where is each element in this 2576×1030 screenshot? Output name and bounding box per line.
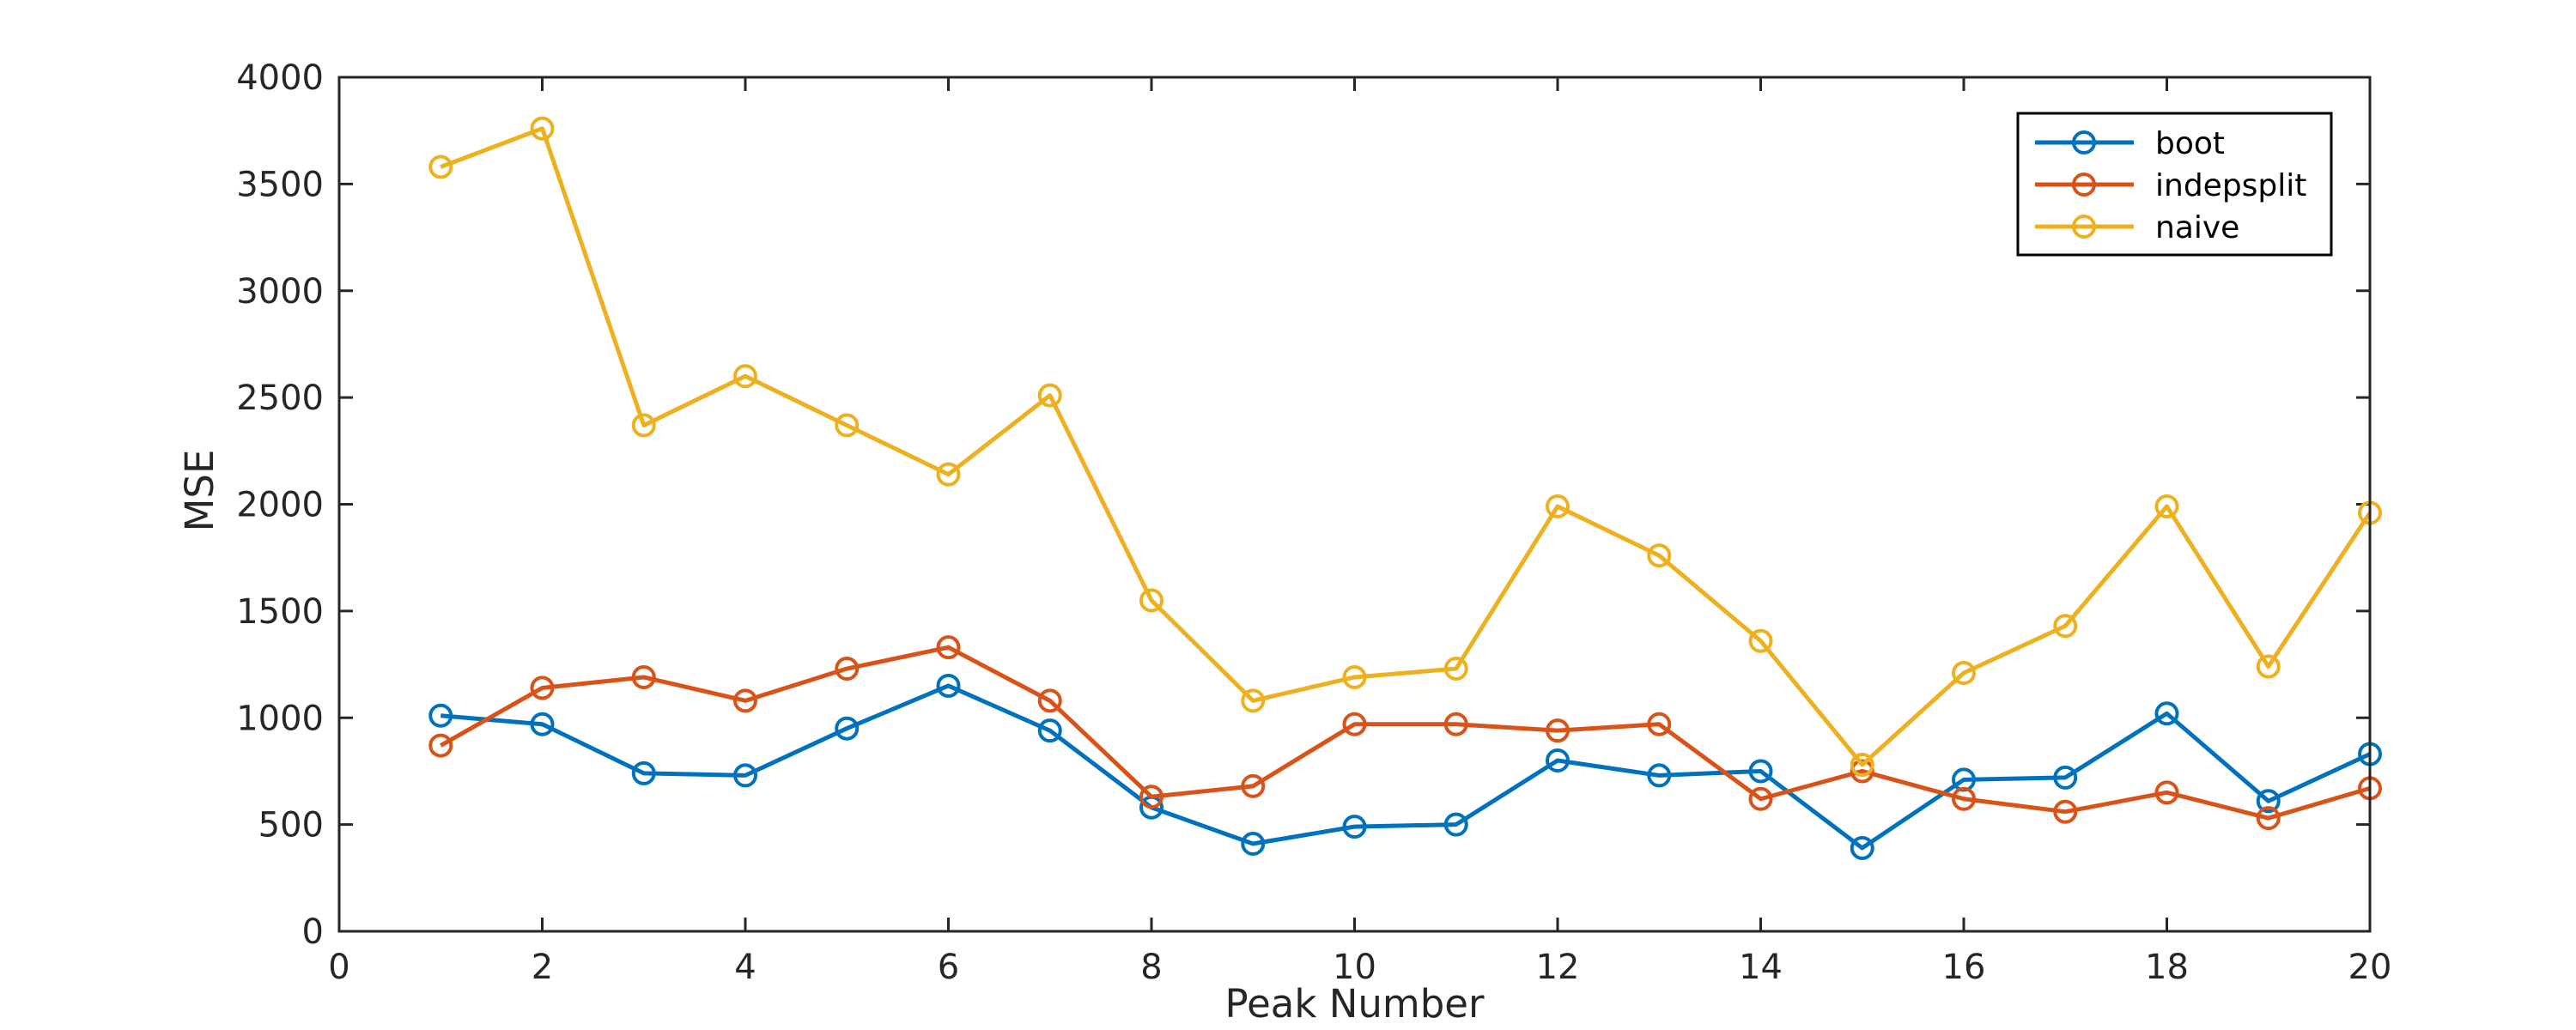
- data-point-indepsplit: [631, 664, 656, 689]
- data-point-boot: [2053, 765, 2078, 790]
- data-point-indepsplit: [733, 688, 757, 713]
- data-point-indepsplit: [1647, 712, 1672, 736]
- data-point-naive: [1546, 494, 1570, 518]
- y-tick-label: 0: [302, 912, 324, 952]
- data-point-naive: [1241, 688, 1266, 713]
- x-tick-label: 6: [938, 948, 959, 987]
- x-tick-label: 0: [328, 948, 349, 987]
- data-point-naive: [1037, 383, 1062, 408]
- series-line-boot: [440, 683, 2372, 851]
- data-point-naive: [1342, 664, 1367, 689]
- data-point-indepsplit: [428, 733, 453, 758]
- data-point-indepsplit: [2256, 806, 2281, 831]
- data-point-naive: [2154, 494, 2179, 518]
- y-tick-label: 3500: [236, 165, 324, 204]
- data-point-boot: [1850, 835, 1874, 860]
- data-point-indepsplit: [1748, 786, 1773, 811]
- data-point-boot: [428, 703, 453, 728]
- legend-entry-naive: naive: [2035, 210, 2239, 245]
- data-point-boot: [835, 716, 860, 741]
- x-tick-label: 4: [734, 948, 756, 987]
- data-point-naive: [2256, 654, 2281, 679]
- data-point-naive: [733, 364, 757, 389]
- legend-marker-swatch: [2072, 215, 2096, 239]
- data-point-indepsplit: [2053, 799, 2078, 824]
- data-point-naive: [428, 154, 453, 179]
- x-axis-title: Peak Number: [1225, 981, 1485, 1027]
- series-layer: [428, 116, 2382, 860]
- series-line-naive: [440, 126, 2372, 767]
- data-point-boot: [2154, 701, 2179, 726]
- x-tick-label: 14: [1739, 948, 1783, 987]
- y-axis-title: MSE: [177, 450, 222, 532]
- y-tick-label: 2000: [236, 486, 324, 525]
- data-point-indepsplit: [1342, 712, 1367, 736]
- data-point-boot: [733, 763, 757, 788]
- data-point-boot: [1647, 763, 1672, 788]
- x-tick-label: 2: [532, 948, 553, 987]
- y-tick-label: 1000: [236, 699, 324, 738]
- y-tick-label: 1500: [236, 592, 324, 632]
- legend-label: boot: [2155, 126, 2225, 161]
- y-tick-label: 4000: [236, 58, 324, 98]
- data-point-naive: [2053, 614, 2078, 639]
- y-tick-label: 500: [258, 806, 324, 845]
- legend-entry-indepsplit: indepsplit: [2035, 168, 2306, 203]
- data-point-naive: [936, 462, 961, 487]
- legend-entry-boot: boot: [2035, 126, 2225, 161]
- x-tick-label: 20: [2348, 948, 2392, 987]
- data-point-indepsplit: [2154, 780, 2179, 805]
- data-point-boot: [1342, 815, 1367, 839]
- series-indepsplit: [428, 635, 2382, 831]
- x-tick-label: 10: [1333, 948, 1376, 987]
- data-point-indepsplit: [1139, 785, 1163, 809]
- y-tick-label: 2500: [236, 379, 324, 418]
- x-tick-label: 18: [2145, 948, 2189, 987]
- data-point-naive: [1443, 657, 1468, 682]
- tick-labels: 0 2 4 6 8 10 12 14 16 18 20 0 500 1000 1500 2000 2500 300…: [236, 58, 2391, 987]
- legend-entries: boot indepsplit naive: [2035, 126, 2306, 245]
- data-point-naive: [1952, 661, 1976, 686]
- y-tick-label: 3000: [236, 272, 324, 312]
- x-tick-label: 16: [1942, 948, 1986, 987]
- data-point-naive: [1139, 588, 1163, 613]
- data-point-indepsplit: [835, 657, 860, 682]
- data-point-boot: [530, 712, 555, 736]
- data-point-boot: [631, 760, 656, 785]
- data-point-indepsplit: [1037, 688, 1062, 713]
- data-point-indepsplit: [1546, 718, 1570, 743]
- data-point-boot: [1241, 832, 1266, 857]
- data-point-boot: [1748, 759, 1773, 784]
- x-tick-label: 8: [1140, 948, 1162, 987]
- data-point-boot: [1037, 718, 1062, 743]
- legend-marker-swatch: [2072, 173, 2096, 197]
- data-point-indepsplit: [530, 676, 555, 700]
- legend: boot indepsplit naive: [2016, 112, 2333, 257]
- series-naive: [428, 116, 2382, 777]
- data-point-indepsplit: [1952, 786, 1976, 811]
- legend-label: indepsplit: [2155, 168, 2306, 203]
- data-point-naive: [631, 413, 656, 438]
- data-point-naive: [1647, 543, 1672, 568]
- data-point-indepsplit: [1443, 712, 1468, 736]
- data-point-boot: [1546, 748, 1570, 772]
- data-point-indepsplit: [1850, 759, 1874, 784]
- series-line-indepsplit: [440, 645, 2371, 821]
- x-tick-label: 12: [1536, 948, 1580, 987]
- plot-area-frame: [337, 76, 2372, 933]
- legend-label: naive: [2155, 210, 2239, 245]
- data-point-naive: [835, 413, 860, 438]
- data-point-naive: [530, 116, 555, 141]
- data-point-boot: [1443, 812, 1468, 837]
- data-point-boot: [2256, 789, 2281, 814]
- data-point-boot: [936, 673, 961, 698]
- data-point-naive: [1748, 628, 1773, 653]
- data-point-indepsplit: [1241, 773, 1266, 798]
- data-point-naive: [1850, 752, 1874, 777]
- data-point-indepsplit: [936, 635, 961, 660]
- legend-marker-swatch: [2072, 130, 2096, 154]
